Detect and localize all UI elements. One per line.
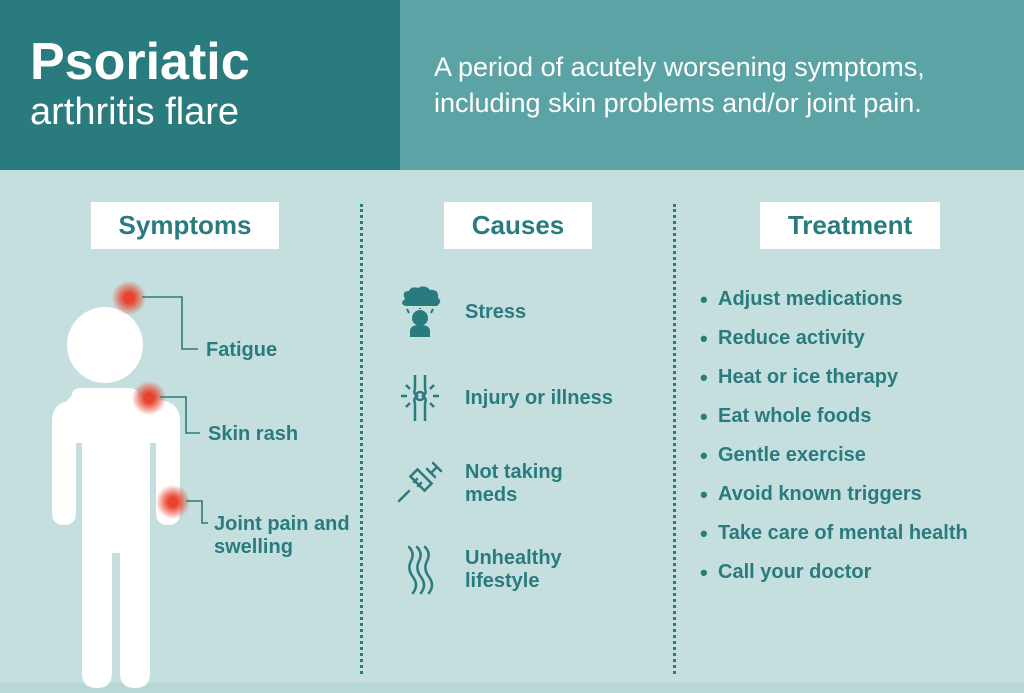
body-figure-wrap: Fatigue Skin rash Joint pain and swellin… <box>30 273 340 693</box>
cause-text: Injury or illness <box>465 387 615 410</box>
treatment-item: Eat whole foods <box>700 404 1004 428</box>
causes-label: Causes <box>444 202 593 249</box>
joint-icon <box>391 369 449 427</box>
treatment-item: Reduce activity <box>700 326 1004 350</box>
cause-item: Stress <box>391 283 653 341</box>
bacon-icon <box>391 541 449 599</box>
title-line-2: arthritis flare <box>30 92 370 134</box>
cause-item: Not taking meds <box>391 455 653 513</box>
treatment-list: Adjust medications Reduce activity Heat … <box>696 287 1004 584</box>
treatment-item: Adjust medications <box>700 287 1004 311</box>
cause-text: Unhealthy lifestyle <box>465 547 615 593</box>
stress-icon <box>391 283 449 341</box>
subtitle-text: A period of acutely worsening symptoms, … <box>434 49 990 122</box>
cause-item: Unhealthy lifestyle <box>391 541 653 599</box>
cause-item: Injury or illness <box>391 369 653 427</box>
treatment-item: Heat or ice therapy <box>700 365 1004 389</box>
treatment-item: Avoid known triggers <box>700 482 1004 506</box>
cause-text: Stress <box>465 301 615 324</box>
header: Psoriatic arthritis flare A period of ac… <box>0 0 1024 170</box>
symptom-label: Joint pain and swelling <box>214 513 354 559</box>
treatment-item: Gentle exercise <box>700 443 1004 467</box>
causes-column: Causes Stress <box>363 180 673 683</box>
symptom-label: Fatigue <box>206 339 277 362</box>
treatment-label: Treatment <box>760 202 940 249</box>
symptoms-label: Symptoms <box>91 202 280 249</box>
syringe-icon <box>391 455 449 513</box>
symptoms-column: Symptoms Fatigue Skin rash <box>0 180 360 683</box>
treatment-column: Treatment Adjust medications Reduce acti… <box>676 180 1024 683</box>
leader-lines-icon <box>30 273 370 693</box>
header-title-block: Psoriatic arthritis flare <box>0 0 400 170</box>
symptom-label: Skin rash <box>208 423 298 446</box>
treatment-item: Take care of mental health <box>700 521 1004 545</box>
cause-text: Not taking meds <box>465 461 615 507</box>
title-line-1: Psoriatic <box>30 36 370 88</box>
treatment-item: Call your doctor <box>700 560 1004 584</box>
content-area: Symptoms Fatigue Skin rash <box>0 170 1024 683</box>
header-subtitle-block: A period of acutely worsening symptoms, … <box>400 0 1024 170</box>
